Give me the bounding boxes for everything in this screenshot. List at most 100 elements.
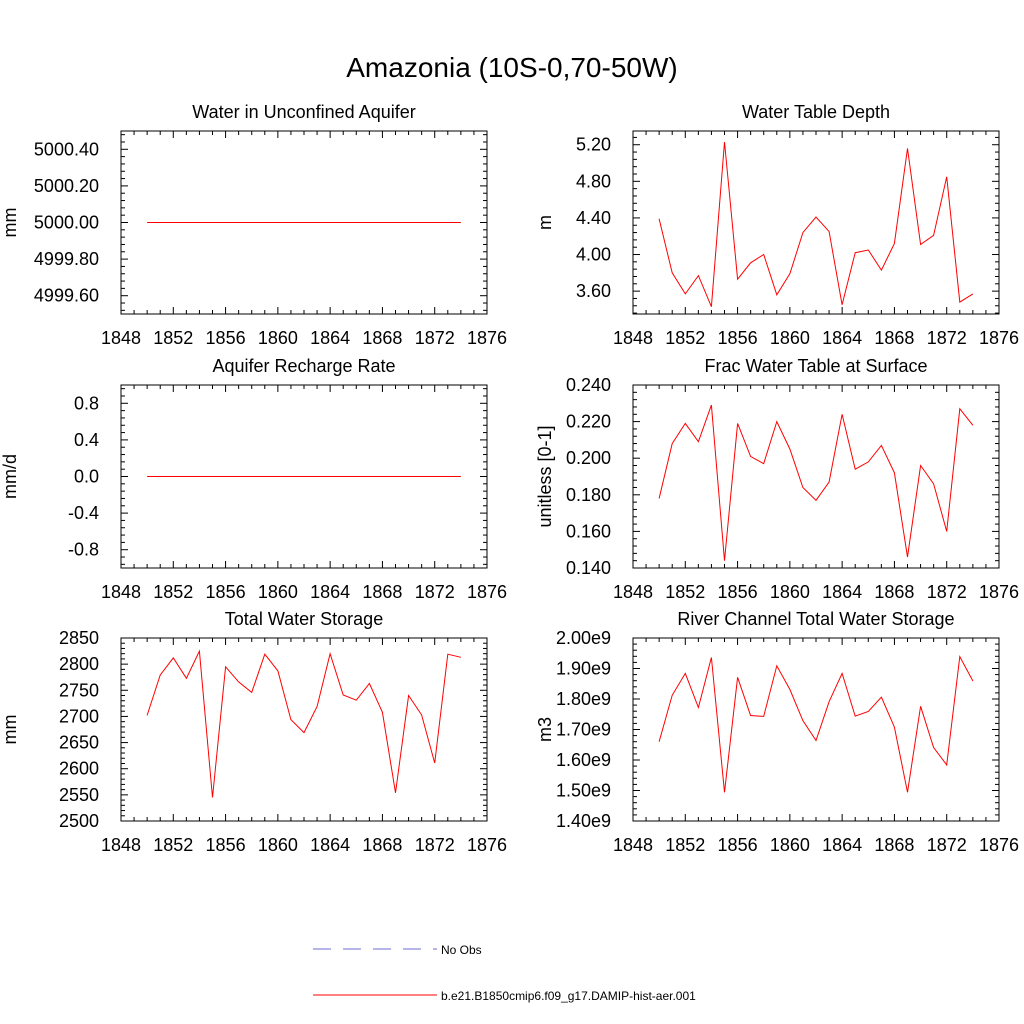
x-tick-label: 1848: [101, 582, 141, 602]
x-tick-label: 1848: [101, 328, 141, 348]
y-axis-label: mm: [0, 208, 20, 238]
x-tick-label: 1868: [362, 328, 402, 348]
x-tick-label: 1852: [665, 835, 705, 855]
x-tick-label: 1868: [874, 328, 914, 348]
x-tick-label: 1856: [718, 835, 758, 855]
y-tick-label: 2.00e9: [556, 628, 611, 648]
plot-frame: [632, 637, 1000, 822]
x-tick-label: 1872: [927, 835, 967, 855]
plot-frame: [632, 384, 1000, 569]
x-tick-label: 1864: [822, 582, 862, 602]
x-tick-label: 1860: [258, 582, 298, 602]
chart-panel-2: Water Table Depth 1848 1852 1856 1860 1864 186…: [535, 102, 1019, 348]
panel-title: Aquifer Recharge Rate: [212, 356, 395, 376]
y-tick-label: 4.40: [576, 208, 611, 228]
page-title: Amazonia (10S-0,70-50W): [346, 52, 678, 83]
y-axis-label: mm: [0, 715, 20, 745]
panel-title: Water in Unconfined Aquifer: [192, 102, 415, 122]
x-tick-label: 1860: [770, 328, 810, 348]
y-tick-label: 2500: [59, 811, 99, 831]
x-tick-label: 1852: [153, 328, 193, 348]
y-tick-label: 4999.80: [34, 249, 99, 269]
x-tick-label: 1856: [206, 582, 246, 602]
chart-panel-6: River Channel Total Water Storage 1848 185…: [535, 609, 1019, 855]
x-tick-label: 1868: [874, 835, 914, 855]
y-tick-label: 2750: [59, 680, 99, 700]
y-tick-label: 0.8: [74, 393, 99, 413]
y-tick-label: 0.160: [566, 521, 611, 541]
x-tick-label: 1868: [874, 582, 914, 602]
y-tick-label: 0.0: [74, 467, 99, 487]
x-tick-label: 1856: [206, 328, 246, 348]
y-tick-label: 2850: [59, 628, 99, 648]
legend-item-model-run: b.e21.B1850cmip6.f09_g17.DAMIP-hist-aer.…: [313, 989, 696, 1003]
x-tick-label: 1860: [258, 835, 298, 855]
x-tick-label: 1864: [822, 835, 862, 855]
y-tick-label: 1.80e9: [556, 689, 611, 709]
x-tick-label: 1876: [979, 835, 1019, 855]
x-tick-label: 1876: [979, 582, 1019, 602]
y-tick-label: 2650: [59, 733, 99, 753]
y-tick-label: 2600: [59, 759, 99, 779]
x-tick-label: 1876: [467, 835, 507, 855]
y-tick-label: 5000.00: [34, 213, 99, 233]
x-tick-label: 1864: [310, 835, 350, 855]
y-tick-label: 5000.20: [34, 176, 99, 196]
x-tick-label: 1868: [362, 582, 402, 602]
y-tick-label: 5.20: [576, 135, 611, 155]
legend-label-no-obs: No Obs: [441, 943, 482, 957]
legend-label-model-run: b.e21.B1850cmip6.f09_g17.DAMIP-hist-aer.…: [441, 989, 696, 1003]
x-tick-label: 1864: [310, 582, 350, 602]
y-tick-label: 4999.60: [34, 286, 99, 306]
y-tick-label: 2800: [59, 654, 99, 674]
x-tick-label: 1856: [718, 328, 758, 348]
y-tick-label: 0.180: [566, 485, 611, 505]
x-tick-label: 1856: [718, 582, 758, 602]
x-tick-label: 1864: [310, 328, 350, 348]
y-axis-label: m3: [535, 717, 555, 742]
x-tick-label: 1852: [153, 835, 193, 855]
x-tick-label: 1848: [613, 328, 653, 348]
y-tick-label: 2700: [59, 706, 99, 726]
x-tick-label: 1848: [101, 835, 141, 855]
series-line-1: [658, 404, 974, 561]
x-tick-label: 1860: [770, 582, 810, 602]
y-tick-label: 3.60: [576, 281, 611, 301]
y-tick-label: -0.4: [68, 503, 99, 523]
x-tick-label: 1864: [822, 328, 862, 348]
x-tick-label: 1848: [613, 582, 653, 602]
x-tick-label: 1872: [927, 582, 967, 602]
y-axis-label: unitless [0-1]: [535, 425, 555, 527]
y-tick-label: 1.90e9: [556, 659, 611, 679]
panel-title: River Channel Total Water Storage: [677, 609, 954, 629]
series-line-1: [146, 649, 462, 798]
series-line-1: [658, 141, 974, 307]
y-tick-label: 1.60e9: [556, 750, 611, 770]
y-axis-label: mm/d: [0, 454, 20, 499]
y-tick-label: 1.70e9: [556, 720, 611, 740]
y-tick-label: 4.00: [576, 245, 611, 265]
panel-title: Frac Water Table at Surface: [704, 356, 927, 376]
y-tick-label: 1.40e9: [556, 811, 611, 831]
y-axis-label: m: [535, 215, 555, 230]
x-tick-label: 1876: [979, 328, 1019, 348]
y-tick-label: 0.220: [566, 412, 611, 432]
x-tick-label: 1876: [467, 582, 507, 602]
x-tick-label: 1852: [153, 582, 193, 602]
x-tick-label: 1860: [770, 835, 810, 855]
y-tick-label: 4.80: [576, 171, 611, 191]
x-tick-label: 1860: [258, 328, 298, 348]
x-tick-label: 1876: [467, 328, 507, 348]
chart-panel-1: Water in Unconfined Aquifer 1848 1852 1856 1…: [0, 102, 507, 348]
chart-panel-5: Total Water Storage 1848 1852 1856 1860 1864 1…: [0, 609, 507, 855]
x-tick-label: 1872: [927, 328, 967, 348]
plot-frame: [120, 637, 488, 822]
x-tick-label: 1848: [613, 835, 653, 855]
x-tick-label: 1872: [415, 582, 455, 602]
y-tick-label: 0.4: [74, 430, 99, 450]
chart-panels: Water in Unconfined Aquifer 1848 1852 1856 1…: [0, 102, 1019, 855]
legend-item-no-obs: No Obs: [313, 943, 482, 957]
legend: No Obs b.e21.B1850cmip6.f09_g17.DAMIP-hi…: [313, 943, 696, 1003]
panel-title: Total Water Storage: [225, 609, 383, 629]
